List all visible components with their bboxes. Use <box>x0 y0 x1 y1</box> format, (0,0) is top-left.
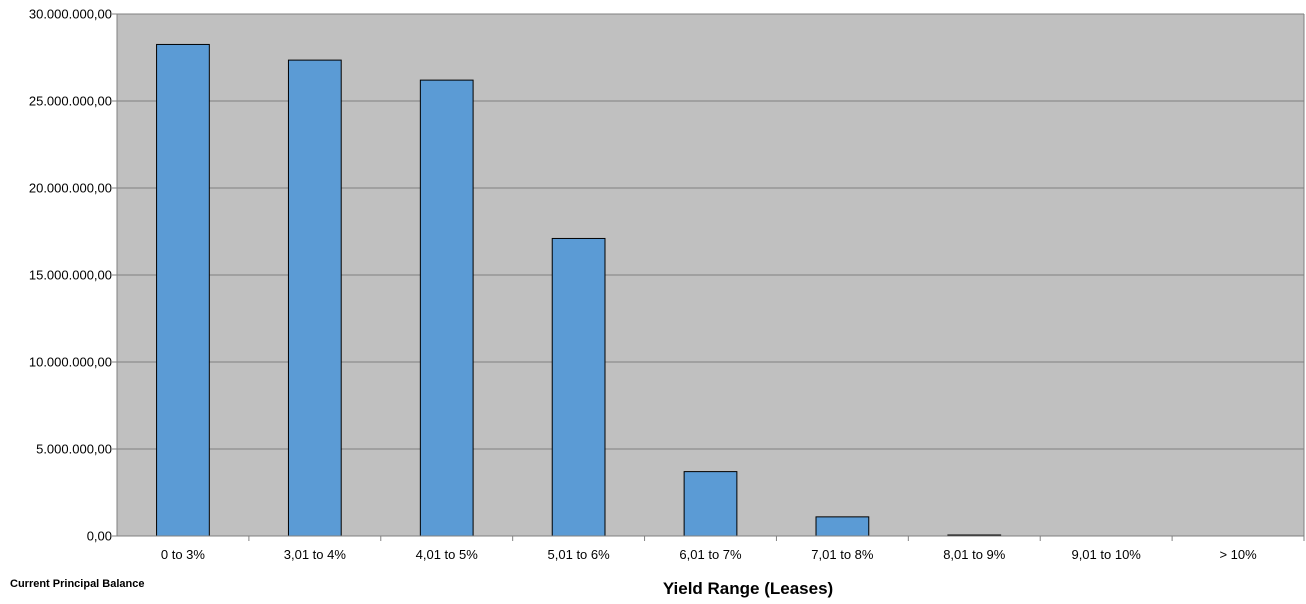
y-tick-label: 20.000.000,00 <box>29 181 112 196</box>
y-tick-label: 15.000.000,00 <box>29 268 112 283</box>
y-tick-label: 5.000.000,00 <box>36 442 112 457</box>
y-tick-label: 0,00 <box>87 529 112 544</box>
bar <box>683 471 738 537</box>
x-tick-label: 8,01 to 9% <box>943 547 1006 562</box>
y-axis-tick-labels: 0,00 5.000.000,00 10.000.000,00 15.000.000,… <box>29 7 117 544</box>
x-axis-tick-labels: 0 to 3% 3,01 to 4% 4,01 to 5% 5,01 to 6% 6,0… <box>161 536 1305 562</box>
x-tick-label: 4,01 to 5% <box>416 547 479 562</box>
x-tick-label: 5,01 to 6% <box>548 547 611 562</box>
y-axis-title: Current Principal Balance <box>10 578 145 590</box>
x-tick-label: 3,01 to 4% <box>284 547 347 562</box>
x-axis-title: Yield Range (Leases) <box>663 579 833 598</box>
bar <box>815 516 870 537</box>
axes <box>116 14 1305 537</box>
x-tick-label: 9,01 to 10% <box>1071 547 1141 562</box>
bars <box>156 43 1002 537</box>
bar <box>419 79 474 537</box>
x-tick-label: 6,01 to 7% <box>679 547 742 562</box>
bar <box>156 43 210 537</box>
bar <box>551 237 606 537</box>
y-tick-label: 10.000.000,00 <box>29 355 112 370</box>
y-tick-label: 25.000.000,00 <box>29 94 112 109</box>
y-tick-label: 30.000.000,00 <box>29 7 112 22</box>
x-tick-label: 0 to 3% <box>161 547 206 562</box>
x-tick-label: 7,01 to 8% <box>811 547 874 562</box>
bar <box>287 59 342 537</box>
x-tick-label: > 10% <box>1219 547 1257 562</box>
